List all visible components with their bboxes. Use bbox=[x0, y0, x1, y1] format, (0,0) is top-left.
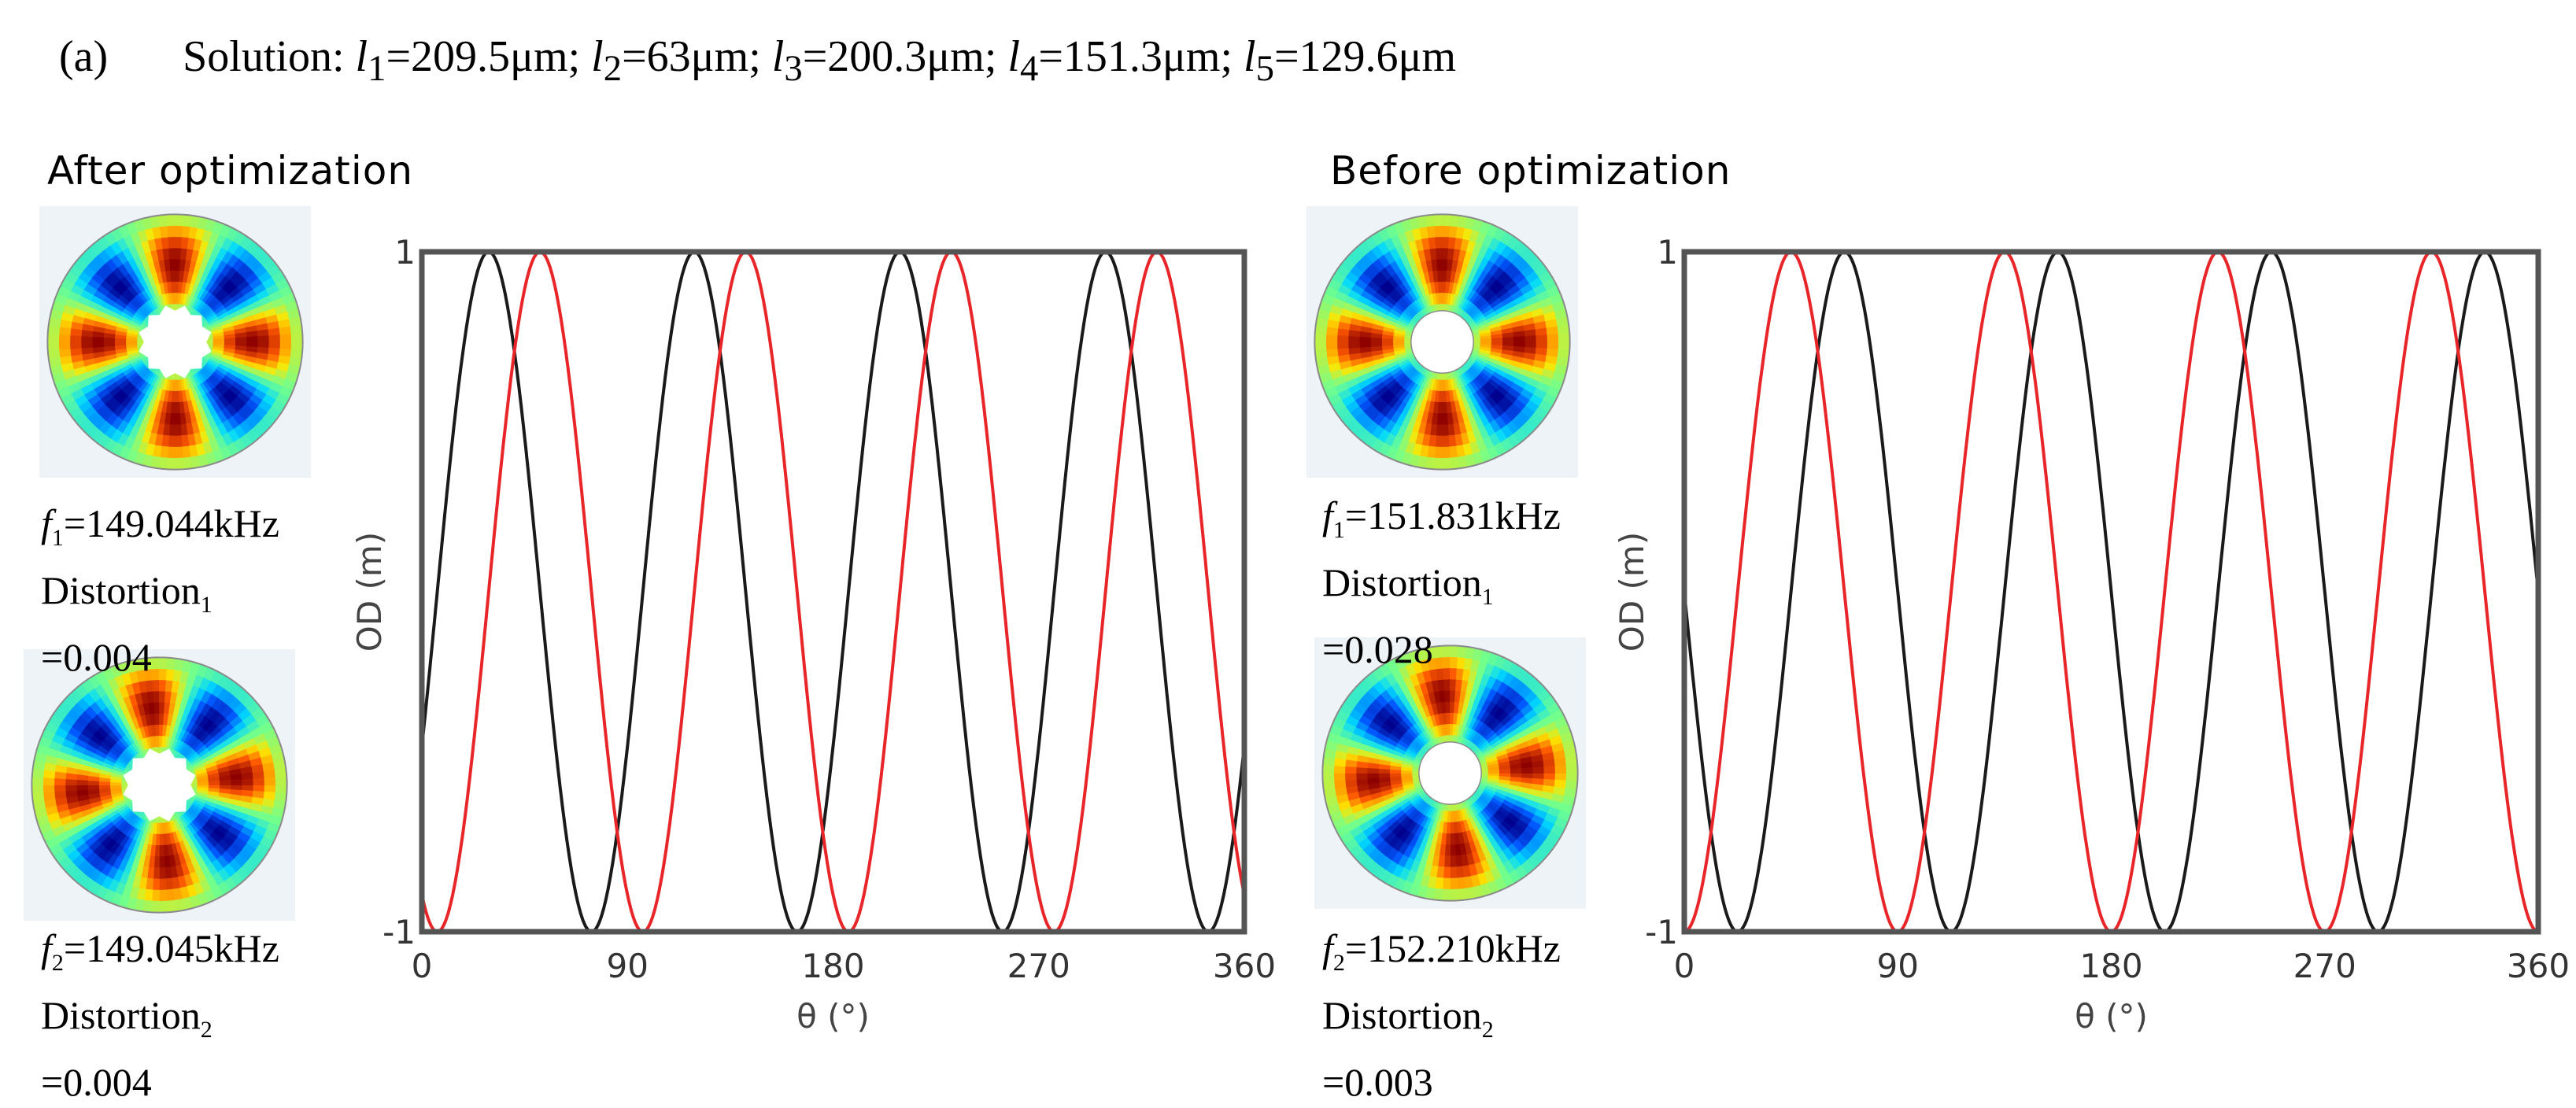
frequency-label: f1=149.044kHz bbox=[41, 501, 279, 551]
mode-shape-disk bbox=[39, 206, 311, 478]
x-tick-label: 360 bbox=[1213, 947, 1276, 985]
series-line-black bbox=[1683, 249, 2540, 934]
plot-frame bbox=[1681, 249, 2541, 935]
solution-prefix: Solution: bbox=[183, 32, 345, 81]
distortion-label: Distortion1 bbox=[1322, 560, 1494, 610]
mode1-caption: f1=151.831kHz Distortion1 =0.028 bbox=[1322, 489, 1561, 675]
distortion-label: Distortion1 bbox=[41, 568, 213, 618]
x-tick-label: 270 bbox=[2293, 947, 2356, 985]
mode-shape-disk bbox=[1314, 637, 1586, 909]
mode-shape-disk bbox=[24, 649, 295, 921]
mode2-caption: f2=149.045kHz Distortion2 =0.004 bbox=[41, 922, 279, 1108]
mode-shape-disk bbox=[1306, 206, 1578, 478]
mode-shape-image bbox=[39, 206, 311, 482]
solution-param: l3=200.3μm; bbox=[771, 32, 997, 90]
y-axis-label: OD (m) bbox=[1613, 532, 1651, 652]
y-tick-label: -1 bbox=[383, 913, 416, 951]
frequency-label: f2=152.210kHz bbox=[1322, 926, 1561, 976]
distortion-label: Distortion2 bbox=[41, 993, 213, 1043]
x-tick-label: 0 bbox=[412, 947, 433, 985]
x-axis-label: θ (°) bbox=[2075, 997, 2148, 1036]
panel-title-before: Before optimization bbox=[1330, 148, 1732, 194]
panel-label: (a) bbox=[59, 32, 109, 81]
mode1-caption: f1=149.044kHz Distortion1 =0.004 bbox=[41, 497, 279, 683]
solution-param: l1=209.5μm; bbox=[355, 32, 581, 90]
chart-after-optimization: 0 90 180 270 360 -1 1 θ (°) OD (m) bbox=[350, 233, 1276, 1036]
frequency-label: f1=151.831kHz bbox=[1322, 493, 1561, 543]
mode-shape-image bbox=[24, 649, 295, 925]
solution-param: l2=63μm; bbox=[591, 32, 761, 90]
y-tick-label: -1 bbox=[1645, 913, 1678, 951]
x-axis-label: θ (°) bbox=[796, 997, 870, 1036]
x-tick-label: 0 bbox=[1674, 947, 1695, 985]
panel-title-after: After optimization bbox=[47, 148, 414, 194]
x-tick-label: 90 bbox=[1877, 947, 1919, 985]
mode-shape-image bbox=[1314, 637, 1586, 913]
distortion-value: =0.028 bbox=[1322, 627, 1433, 671]
chart-before-optimization: 0 90 180 270 360 -1 1 θ (°) OD (m) bbox=[1613, 233, 2570, 1036]
solution-param: l5=129.6μm bbox=[1244, 32, 1457, 90]
frequency-label: f2=149.045kHz bbox=[41, 926, 279, 976]
mode2-caption: f2=152.210kHz Distortion2 =0.003 bbox=[1322, 922, 1561, 1108]
distortion-value: =0.003 bbox=[1322, 1060, 1433, 1104]
x-tick-label: 180 bbox=[2079, 947, 2142, 985]
distortion-value: =0.004 bbox=[41, 1060, 152, 1104]
series-line-black bbox=[420, 250, 1246, 933]
solution-header: (a) Solution: l1=209.5μm; l2=63μm; l3=200… bbox=[59, 31, 1456, 90]
mode-shape-image bbox=[1306, 206, 1578, 482]
solution-param: l4=151.3μm; bbox=[1007, 32, 1233, 90]
distortion-value: =0.004 bbox=[41, 635, 152, 679]
plot-frame bbox=[419, 249, 1247, 935]
x-tick-label: 90 bbox=[607, 947, 649, 985]
y-tick-label: 1 bbox=[394, 233, 416, 271]
x-tick-label: 270 bbox=[1007, 947, 1070, 985]
y-axis-label: OD (m) bbox=[350, 532, 389, 652]
x-tick-label: 180 bbox=[801, 947, 864, 985]
series-line-red bbox=[420, 250, 1246, 933]
x-tick-label: 360 bbox=[2507, 947, 2570, 985]
distortion-label: Distortion2 bbox=[1322, 993, 1494, 1043]
y-tick-label: 1 bbox=[1657, 233, 1678, 271]
